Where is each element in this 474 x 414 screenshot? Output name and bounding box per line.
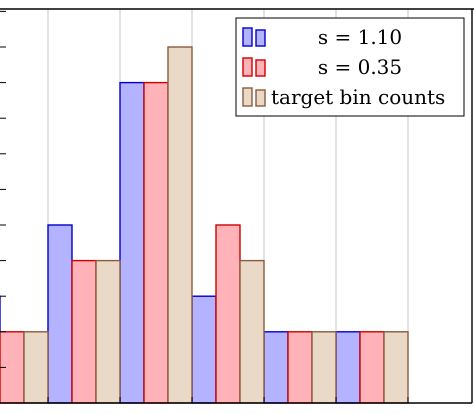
legend-swatch <box>242 27 253 47</box>
bar <box>383 331 409 404</box>
legend-swatch <box>255 29 266 47</box>
legend-label: s = 1.10 <box>318 25 402 49</box>
bar-series <box>0 46 409 404</box>
bar <box>215 224 241 404</box>
bar <box>263 331 289 404</box>
legend-swatch <box>242 57 253 77</box>
legend-label: target bin counts <box>271 85 445 109</box>
bar <box>335 331 361 404</box>
legend-label: s = 0.35 <box>318 55 402 79</box>
bar <box>47 224 73 404</box>
series-3 <box>23 46 409 404</box>
bar <box>119 81 145 404</box>
bar <box>167 46 193 404</box>
bar <box>191 295 217 404</box>
bar <box>143 81 169 404</box>
bar <box>95 259 121 404</box>
bar <box>71 259 97 404</box>
axes <box>0 8 474 404</box>
bar <box>359 331 385 404</box>
legend-swatch <box>255 89 266 107</box>
bar <box>287 331 313 404</box>
legend-swatch <box>255 59 266 77</box>
legend-swatch <box>242 87 253 107</box>
bar <box>239 259 265 404</box>
bar <box>23 331 49 404</box>
bar <box>311 331 337 404</box>
series-2 <box>0 81 385 404</box>
legend: s = 1.10 s = 0.35 target bin counts <box>235 17 465 117</box>
legend-box <box>235 17 465 117</box>
